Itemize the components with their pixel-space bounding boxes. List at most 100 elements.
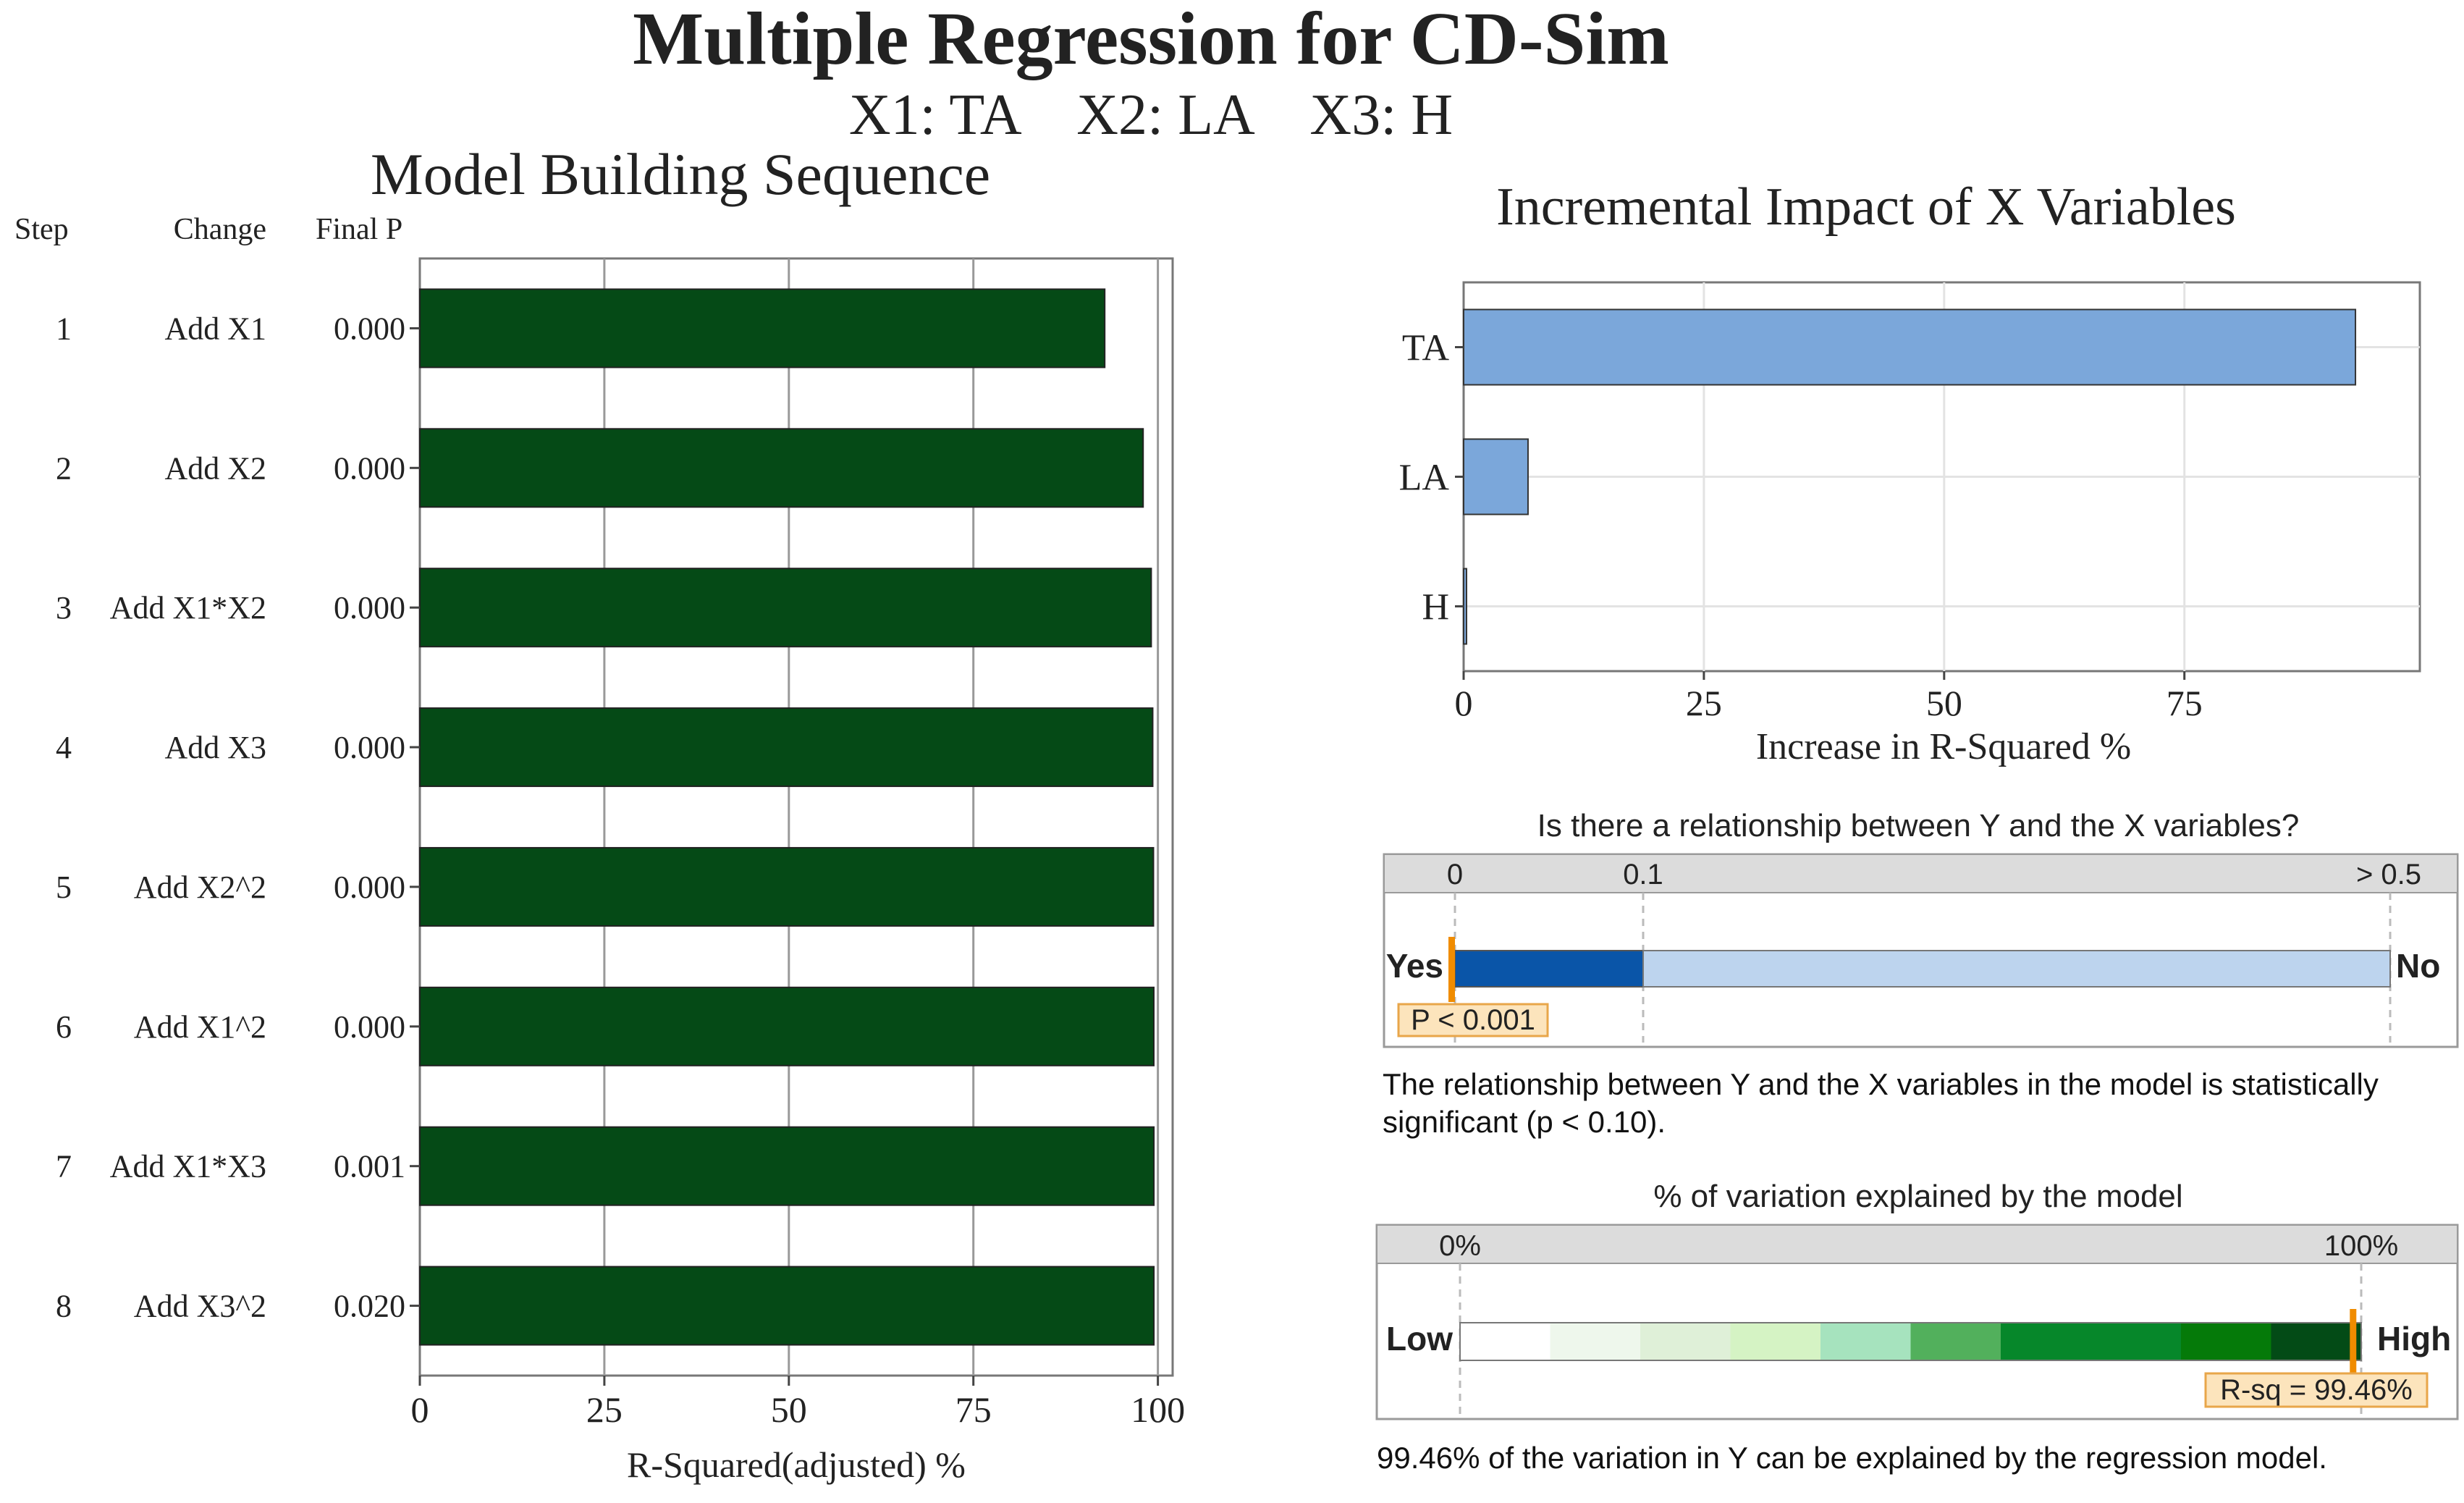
variation-scale-label-0: 0% [1439, 1230, 1481, 1262]
variation-conclusion: 99.46% of the variation in Y can be expl… [1377, 1441, 2327, 1475]
variation-bar-outline [1459, 1322, 2362, 1361]
incremental-impact-tick-label: 75 [2166, 683, 2203, 723]
report-subtitle: X1: TA X2: LA X3: H [849, 83, 1453, 147]
model-building-bar [419, 986, 1155, 1066]
relationship-scale-label-05: > 0.5 [2356, 859, 2421, 891]
step-change: Add X2^2 [134, 870, 266, 905]
variation-gradient-band [2271, 1323, 2362, 1360]
step-final-p: 0.000 [334, 730, 405, 765]
step-change: Add X3 [164, 730, 266, 765]
model-building-tick-label: 0 [411, 1389, 429, 1430]
variation-question: % of variation explained by the model [1653, 1179, 2182, 1214]
incremental-impact-tick-label: 25 [1686, 683, 1722, 723]
variation-gradient-band [1460, 1323, 1550, 1360]
step-final-p: 0.000 [334, 590, 405, 626]
no-label: No [2396, 947, 2440, 985]
step-final-p: 0.000 [334, 450, 405, 486]
variation-gradient-band [1820, 1323, 1911, 1360]
step-final-p: 0.001 [334, 1149, 405, 1184]
model-building-plot-area [418, 257, 1174, 1377]
incremental-impact-bar [1463, 568, 1467, 645]
variation-gradient-bar [1460, 1323, 2362, 1360]
p-value-marker [1448, 937, 1455, 1002]
variation-gradient-band [2090, 1323, 2182, 1360]
model-building-bar [419, 707, 1154, 788]
variation-scale-strip [1377, 1226, 2457, 1263]
relationship-scale-label-0: 0 [1447, 859, 1463, 891]
incremental-impact-category: LA [1399, 458, 1450, 499]
model-building-row-labels: 1 Add X1 0.000 2 Add X2 0.000 3 Add X1*X2 0.000 4… [56, 311, 405, 1323]
model-building-tick-label: 100 [1131, 1389, 1185, 1430]
step-number: 3 [56, 590, 72, 626]
model-building-bar [419, 846, 1155, 927]
model-building-x-axis: 0 25 50 75 100 [410, 327, 1185, 1430]
incremental-impact-bar [1463, 438, 1529, 515]
r-squared-badge-text: R-sq = 99.46% [2220, 1374, 2413, 1406]
step-number: 4 [56, 730, 72, 765]
step-final-p: 0.000 [334, 870, 405, 905]
incremental-impact-category-labels: TA LA H [1399, 328, 1450, 628]
variation-gradient-band [2001, 1323, 2091, 1360]
relationship-conclusion: The relationship between Y and the X var… [1383, 1067, 2379, 1139]
model-building-tick-label: 25 [586, 1389, 623, 1430]
low-label: Low [1386, 1320, 1453, 1357]
r-squared-marker [2350, 1309, 2357, 1378]
relationship-scale-strip [1385, 855, 2457, 893]
incremental-impact-tick-label: 0 [1455, 683, 1473, 723]
variation-gradient-band [1730, 1323, 1821, 1360]
step-change: Add X2 [164, 450, 266, 486]
r-squared-badge [2204, 1372, 2429, 1408]
step-change: Add X3^2 [134, 1289, 266, 1324]
step-number: 1 [56, 311, 72, 346]
incremental-impact-title: Incremental Impact of X Variables [1496, 177, 2236, 237]
incremental-impact-chart: Incremental Impact of X Variables TALAH … [1399, 177, 2421, 767]
step-number: 6 [56, 1009, 72, 1045]
change-column-header: Change [174, 213, 266, 246]
model-building-tick-label: 75 [955, 1389, 992, 1430]
incremental-impact-category: H [1422, 587, 1449, 628]
variation-gradient-band [1640, 1323, 1731, 1360]
variation-gauge: % of variation explained by the model 0%… [1375, 1179, 2459, 1420]
incremental-impact-x-axis: 0 25 50 75 [1455, 346, 2203, 723]
model-building-title: Model Building Sequence [371, 141, 990, 207]
model-building-x-label: R-Squared(adjusted) % [627, 1444, 966, 1485]
step-final-p: 0.020 [334, 1289, 405, 1324]
incremental-impact-bars [1463, 308, 2357, 645]
model-building-bar [419, 288, 1106, 369]
variation-gradient-band [1550, 1323, 1641, 1360]
variation-scale-label-100: 100% [2324, 1230, 2398, 1262]
step-final-p: 0.000 [334, 1009, 405, 1045]
step-number: 5 [56, 870, 72, 905]
incremental-impact-x-label: Increase in R-Squared % [1756, 726, 2131, 767]
model-building-bars [419, 288, 1155, 1346]
step-change: Add X1 [164, 311, 266, 346]
step-number: 2 [56, 450, 72, 486]
p-value-badge [1397, 1003, 1549, 1037]
step-column-header: Step [14, 213, 69, 246]
relationship-gauge: Is there a relationship between Y and th… [1383, 808, 2459, 1048]
model-building-tick-label: 50 [771, 1389, 807, 1430]
variation-gradient-band [1910, 1323, 2001, 1360]
relationship-scale-label-01: 0.1 [1623, 859, 1663, 891]
yes-label: Yes [1386, 947, 1443, 985]
model-building-bar [419, 568, 1152, 648]
step-final-p: 0.000 [334, 311, 405, 346]
model-building-bar [419, 1266, 1155, 1346]
model-building-chart: Model Building Sequence Step Change Fina… [14, 141, 1185, 1485]
incremental-impact-bar [1463, 308, 2357, 386]
high-label: High [2377, 1320, 2451, 1357]
significant-zone [1454, 950, 1644, 988]
step-change: Add X1^2 [134, 1009, 266, 1045]
variation-gradient-band [2181, 1323, 2271, 1360]
not-significant-zone [1642, 950, 2391, 988]
report-title: Multiple Regression for CD-Sim [633, 0, 1669, 80]
incremental-impact-category: TA [1402, 328, 1450, 369]
incremental-impact-tick-label: 50 [1926, 683, 1962, 723]
step-change: Add X1*X2 [110, 590, 266, 626]
step-number: 8 [56, 1289, 72, 1324]
step-change: Add X1*X3 [110, 1149, 266, 1184]
final-p-column-header: Final P [316, 213, 402, 246]
model-building-bar [419, 428, 1144, 508]
